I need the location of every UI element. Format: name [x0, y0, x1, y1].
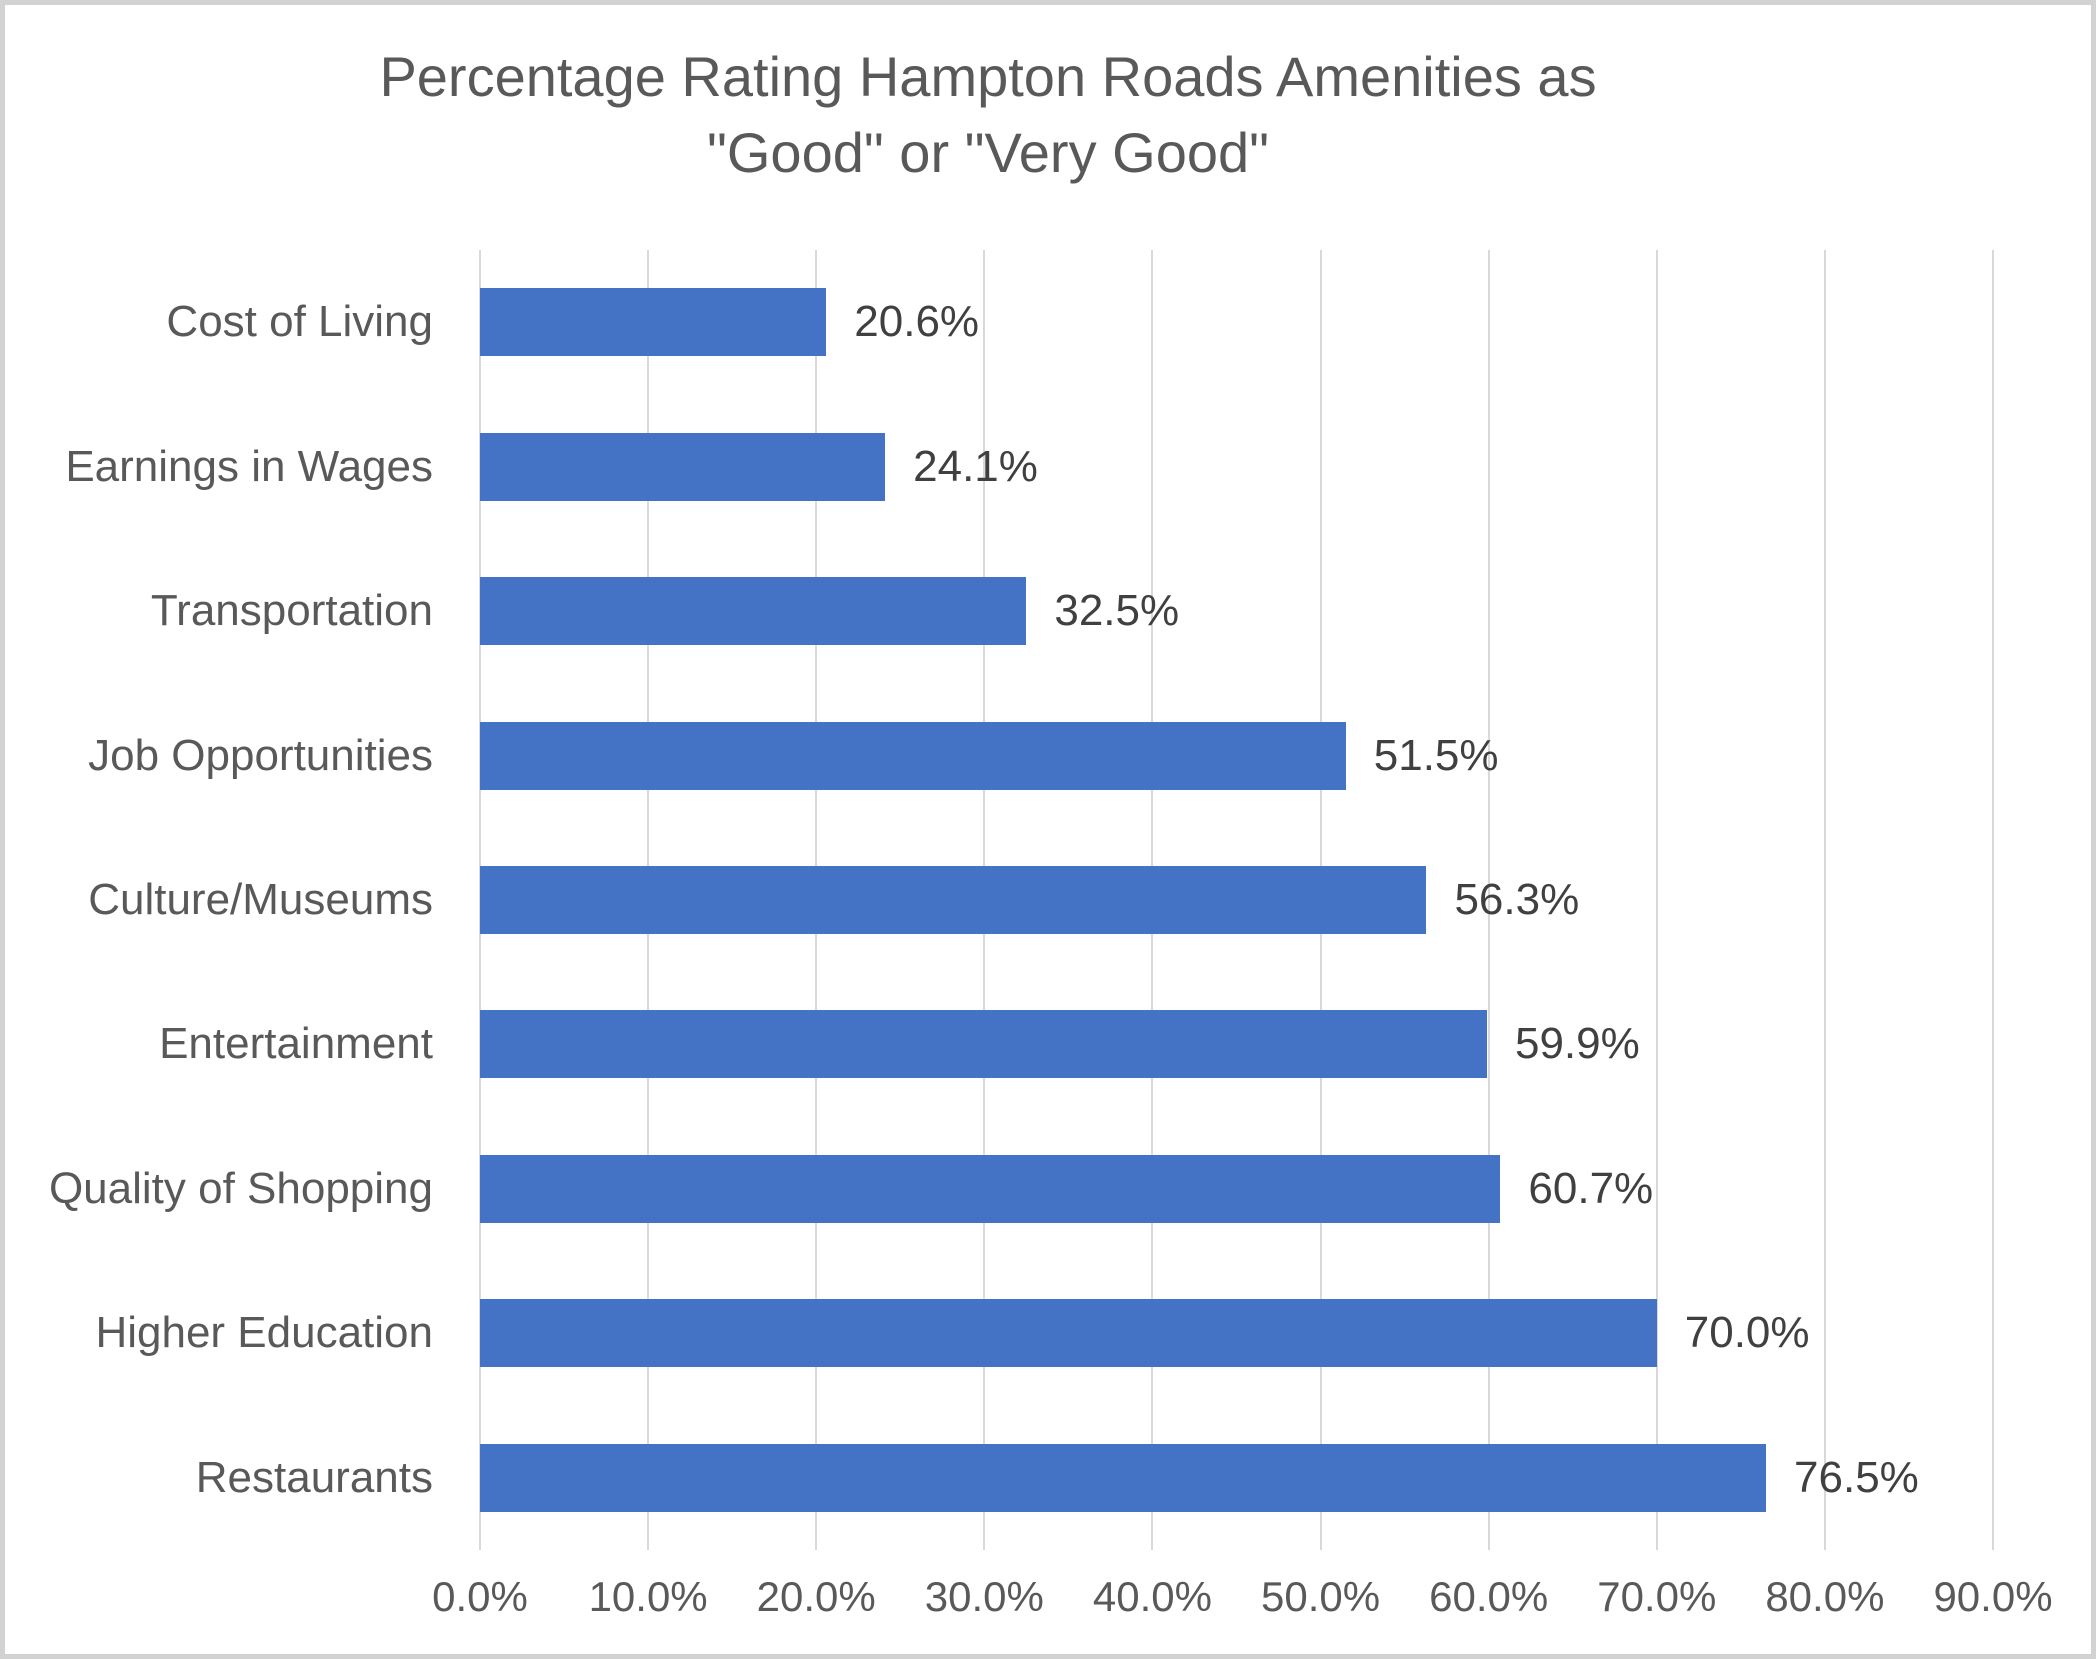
category-label: Quality of Shopping: [48, 1163, 433, 1213]
data-label: 32.5%: [1054, 586, 1180, 636]
data-label: 76.5%: [1794, 1452, 1919, 1502]
gridline: [1992, 250, 1994, 1550]
category-label: Job Opportunities: [88, 730, 433, 780]
gridline: [1655, 250, 1658, 1550]
data-label: 51.5%: [1373, 730, 1499, 780]
chart-title-line1: Percentage Rating Hampton Roads Amenitie…: [379, 45, 1597, 108]
bar: [480, 1154, 1501, 1223]
bar: [480, 577, 1027, 646]
bar-row: 70.0%: [480, 1261, 1993, 1405]
x-axis: 0.0% 10.0% 20.0% 30.0% 40.0% 50.0% 60.0%…: [432, 1573, 2052, 1637]
gridline: [1487, 250, 1490, 1550]
bar-row: 59.9%: [480, 972, 1993, 1116]
bar-row: 51.5%: [480, 683, 1993, 827]
x-axis-tick-label: 80.0%: [1765, 1573, 1885, 1620]
category-label: Restaurants: [195, 1452, 433, 1502]
x-axis-tick-label: 50.0%: [1261, 1573, 1381, 1620]
gridline: [1823, 250, 1826, 1550]
category-label: Entertainment: [159, 1019, 433, 1069]
x-axis-tick-label: 10.0%: [588, 1573, 708, 1620]
bar-row: 32.5%: [480, 539, 1993, 683]
data-label: 59.9%: [1514, 1019, 1640, 1069]
bar-row: 60.7%: [480, 1117, 1993, 1261]
bar: [480, 288, 827, 357]
bar: [480, 865, 1427, 934]
category-label: Cost of Living: [166, 297, 433, 347]
x-axis-tick-label: 70.0%: [1597, 1573, 1717, 1620]
plot-area: 20.6% 24.1% 32.5% 51.5% 56.3% 59.9%: [479, 250, 1994, 1550]
x-axis-tick-label: 60.0%: [1429, 1573, 1549, 1620]
x-axis-tick-label: 0.0%: [432, 1573, 528, 1620]
category-axis: Cost of Living Earnings in Wages Transpo…: [48, 250, 433, 1550]
bar-row: 56.3%: [480, 828, 1993, 972]
category-label: Transportation: [150, 586, 433, 636]
bar-series: 20.6% 24.1% 32.5% 51.5% 56.3% 59.9%: [480, 250, 1993, 1550]
category-label: Earnings in Wages: [65, 441, 433, 491]
bar: [480, 1443, 1767, 1512]
bar: [480, 721, 1346, 790]
chart-title-line2: "Good" or "Very Good": [706, 121, 1270, 185]
data-label: 70.0%: [1684, 1308, 1810, 1358]
x-axis-tick-label: 20.0%: [756, 1573, 876, 1620]
bar: [480, 1299, 1657, 1368]
bar-row: 20.6%: [480, 250, 1993, 394]
data-label: 20.6%: [854, 297, 980, 347]
chart-title: Percentage Rating Hampton Roads Amenitie…: [65, 39, 1911, 191]
category-label: Culture/Museums: [88, 874, 433, 924]
x-axis-tick-label: 40.0%: [1092, 1573, 1212, 1620]
data-label: 60.7%: [1528, 1163, 1654, 1213]
category-label: Higher Education: [95, 1308, 433, 1358]
bar-row: 24.1%: [480, 394, 1993, 538]
bar: [480, 1010, 1487, 1079]
bar-row: 76.5%: [480, 1406, 1993, 1550]
x-axis-tick-label: 90.0%: [1933, 1573, 2053, 1620]
x-axis-tick-label: 30.0%: [924, 1573, 1044, 1620]
data-label: 24.1%: [913, 441, 1038, 491]
bar: [480, 432, 886, 501]
data-label: 56.3%: [1454, 874, 1580, 924]
